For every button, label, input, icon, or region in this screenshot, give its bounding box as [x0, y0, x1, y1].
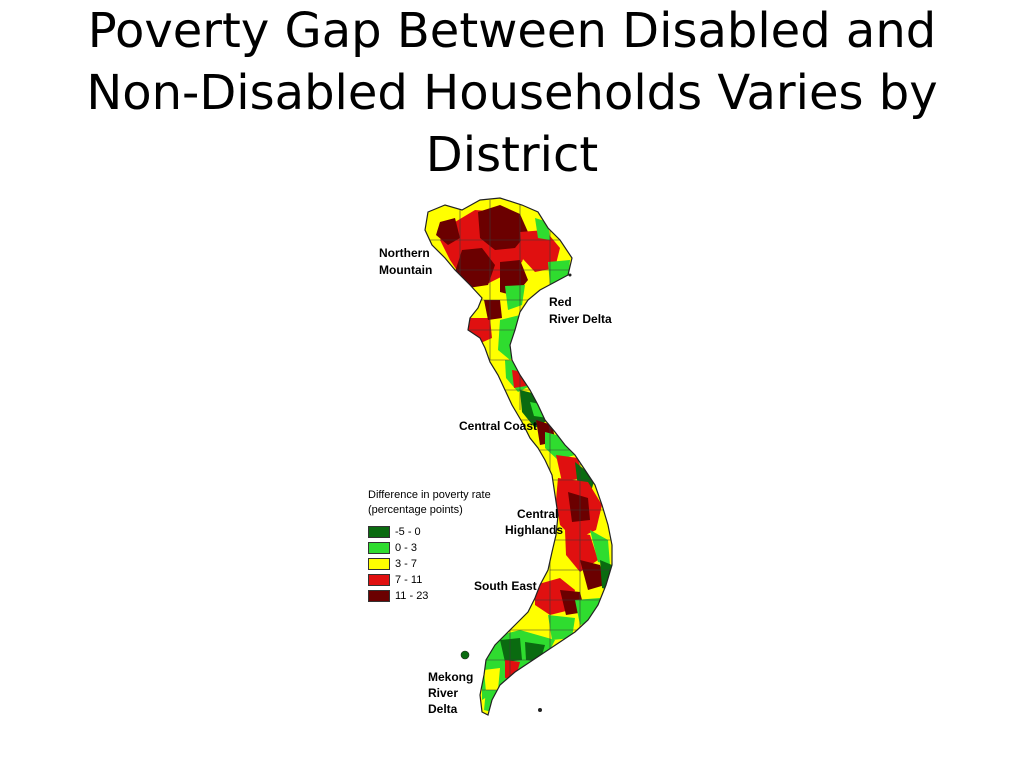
district-patch: [548, 260, 570, 285]
legend-swatch: [368, 542, 390, 554]
label-mekong-river-delta: Mekong River Delta: [428, 670, 477, 716]
legend-item: 3 - 7: [368, 556, 508, 572]
legend-item: -5 - 0: [368, 524, 508, 540]
legend-swatch: [368, 590, 390, 602]
district-patch: [484, 668, 500, 692]
legend-title: Difference in poverty rate (percentage p…: [368, 488, 508, 518]
legend-swatch: [368, 526, 390, 538]
district-patch: [500, 638, 522, 662]
legend-item-label: 0 - 3: [395, 542, 418, 554]
label-south-east: South East: [474, 579, 537, 593]
district-patch: [590, 530, 610, 565]
label-central-highlands: Central Highlands: [505, 507, 563, 537]
legend-swatch: [368, 574, 390, 586]
district-patch: [568, 492, 590, 522]
legend-swatch: [368, 558, 390, 570]
district-patch: [455, 248, 495, 288]
label-red-river-delta: Red River Delta: [549, 295, 612, 326]
island-con-dao: [538, 708, 542, 712]
district-patches: [436, 205, 612, 712]
legend-item: 11 - 23: [368, 588, 508, 604]
district-borders: [430, 200, 612, 710]
legend-item: 7 - 11: [368, 572, 508, 588]
legend-item-label: -5 - 0: [395, 526, 421, 538]
legend-item-label: 11 - 23: [395, 590, 429, 602]
district-patch: [548, 615, 575, 640]
district-patch: [484, 300, 502, 320]
district-patch: [565, 530, 598, 572]
island-north: [568, 273, 572, 277]
island-phu-quoc: [460, 650, 470, 660]
map-legend: Difference in poverty rate (percentage p…: [368, 488, 508, 604]
legend-title-line1: Difference in poverty rate: [368, 489, 491, 501]
legend-item: 0 - 3: [368, 540, 508, 556]
legend-title-line2: (percentage points): [368, 504, 463, 516]
slide-title: Poverty Gap Between Disabled and Non-Dis…: [86, 3, 938, 183]
district-patch: [478, 205, 528, 250]
legend-item-label: 7 - 11: [395, 574, 423, 586]
district-patch: [580, 560, 605, 590]
district-patch: [556, 455, 582, 482]
label-central-coast: Central Coast: [459, 419, 537, 433]
label-northern-mountain: Northern Mountain: [379, 246, 433, 277]
district-patch: [436, 218, 460, 245]
legend-item-label: 3 - 7: [395, 558, 418, 570]
